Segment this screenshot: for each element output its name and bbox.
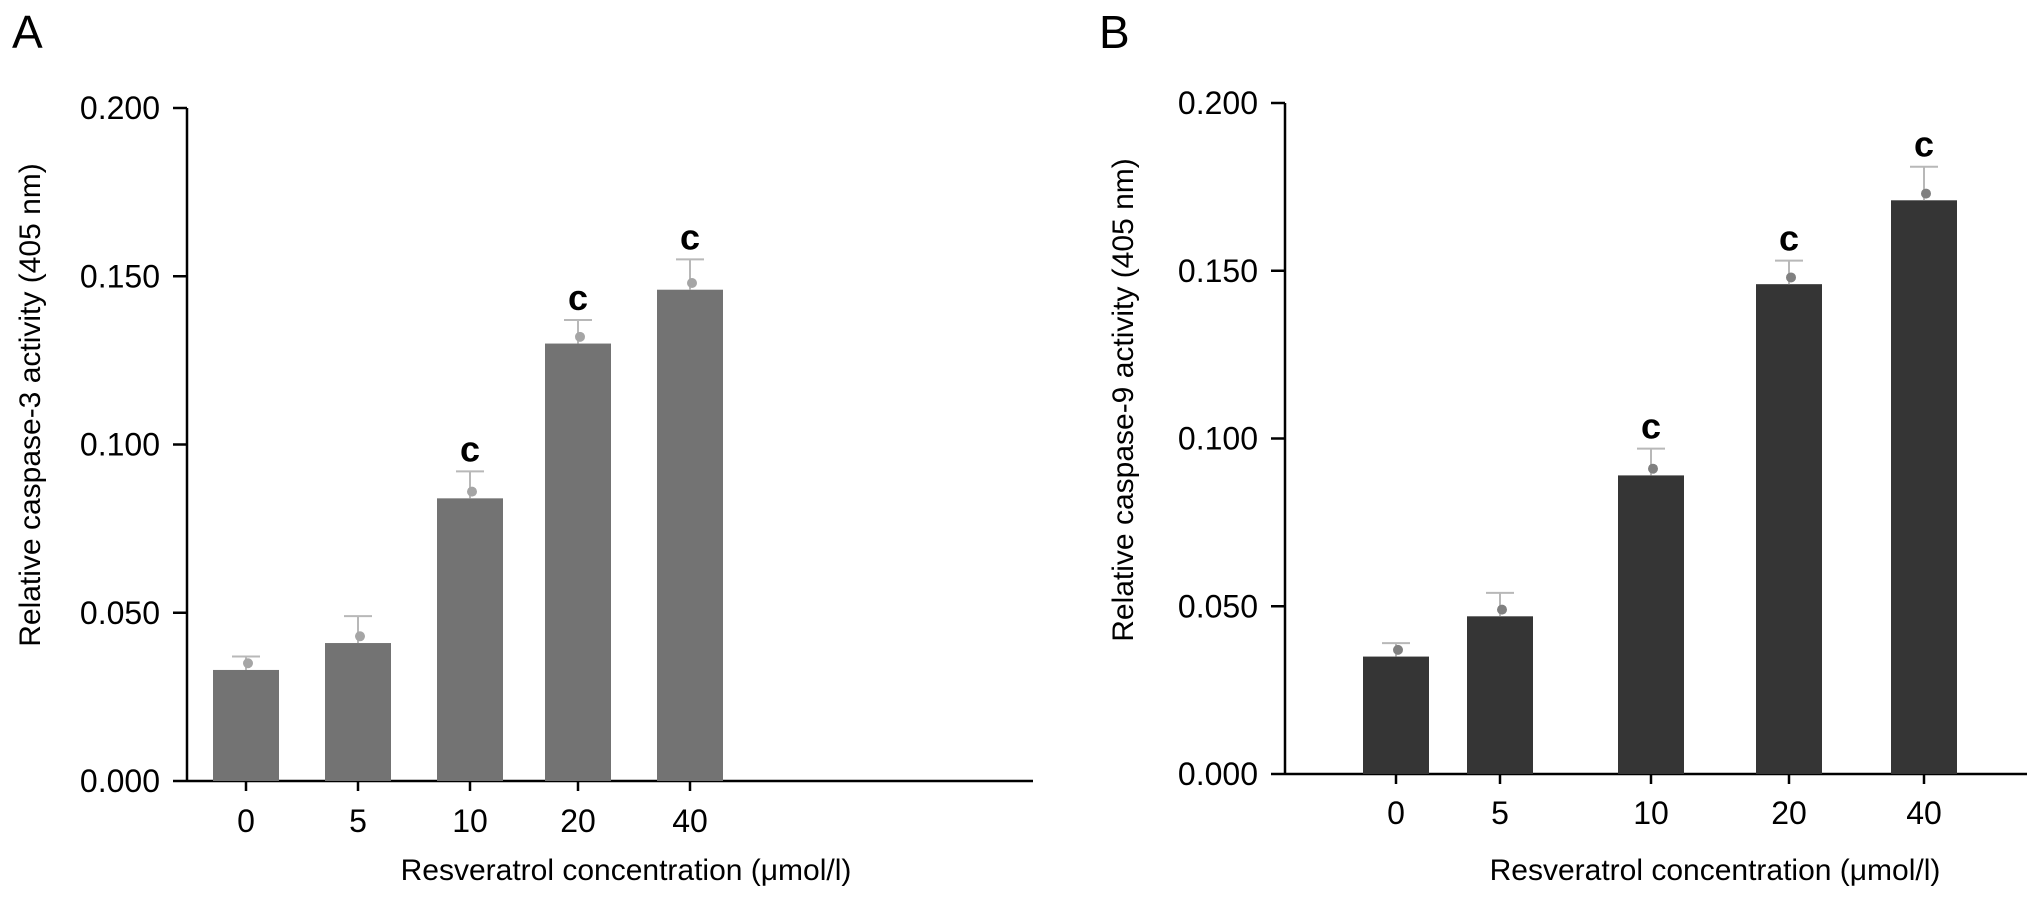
bar xyxy=(1891,200,1957,775)
x-axis-label-panel-b: Resveratrol concentration (μmol/l) xyxy=(1490,854,1941,887)
y-tick-label: 0.050 xyxy=(80,595,160,631)
panel-b-chart: B Relative caspase-9 activity (405 nm) R… xyxy=(1099,6,2027,887)
bar xyxy=(1467,616,1533,774)
bar xyxy=(1618,475,1684,774)
x-tick-label: 5 xyxy=(1491,795,1509,831)
bars-panel-a: 0 5 10 c 20 c 40 c xyxy=(213,216,723,839)
data-point xyxy=(467,486,477,497)
x-tick-label: 10 xyxy=(1633,795,1669,831)
bar xyxy=(325,643,391,781)
bar xyxy=(1756,284,1822,774)
data-point xyxy=(243,658,253,669)
y-tick-label: 0.200 xyxy=(1178,85,1258,121)
significance-label: c xyxy=(1641,406,1661,447)
y-tick-label: 0.100 xyxy=(80,427,160,463)
data-point xyxy=(355,631,365,642)
x-tick-label: 10 xyxy=(452,803,488,839)
y-ticks-panel-b: 0.000 0.050 0.100 0.150 0.200 xyxy=(1178,85,1285,792)
y-tick-label: 0.000 xyxy=(80,763,160,799)
bar xyxy=(1363,656,1429,774)
data-point xyxy=(1786,272,1796,283)
significance-label: c xyxy=(680,216,700,257)
panel-a-chart: A Relative caspase-3 activity (405 nm) R… xyxy=(12,6,1033,887)
x-tick-label: 0 xyxy=(237,803,255,839)
data-point xyxy=(1393,644,1403,655)
y-tick-label: 0.000 xyxy=(1178,756,1258,792)
bar xyxy=(657,289,723,781)
y-tick-label: 0.200 xyxy=(80,90,160,126)
x-tick-label: 5 xyxy=(349,803,367,839)
significance-label: c xyxy=(460,428,480,469)
data-point xyxy=(1648,463,1658,474)
y-tick-label: 0.150 xyxy=(1178,253,1258,289)
bar xyxy=(545,343,611,781)
significance-label: c xyxy=(1914,124,1934,165)
bar xyxy=(213,669,279,781)
y-tick-label: 0.150 xyxy=(80,258,160,294)
x-tick-label: 40 xyxy=(672,803,708,839)
bar xyxy=(437,498,503,781)
data-point xyxy=(687,277,697,288)
panel-letter-b: B xyxy=(1099,6,1130,58)
y-axis-label-caspase-3: Relative caspase-3 activity (405 nm) xyxy=(14,163,47,647)
y-tick-label: 0.050 xyxy=(1178,588,1258,624)
panel-letter-a: A xyxy=(12,6,43,58)
x-tick-label: 20 xyxy=(560,803,596,839)
significance-label: c xyxy=(1779,218,1799,259)
x-tick-label: 40 xyxy=(1906,795,1942,831)
y-axis-label-caspase-9: Relative caspase-9 activity (405 nm) xyxy=(1107,158,1140,642)
data-point xyxy=(1497,604,1507,615)
data-point xyxy=(575,331,585,342)
y-tick-label: 0.100 xyxy=(1178,421,1258,457)
x-tick-label: 0 xyxy=(1387,795,1405,831)
x-axis-label-panel-a: Resveratrol concentration (μmol/l) xyxy=(401,854,852,887)
y-ticks-panel-a: 0.000 0.050 0.100 0.150 0.200 xyxy=(80,90,187,799)
data-point xyxy=(1921,188,1931,199)
x-tick-label: 20 xyxy=(1771,795,1807,831)
significance-label: c xyxy=(568,277,588,318)
bars-panel-b: 0 5 10 c 20 c 40 c xyxy=(1363,124,1957,831)
